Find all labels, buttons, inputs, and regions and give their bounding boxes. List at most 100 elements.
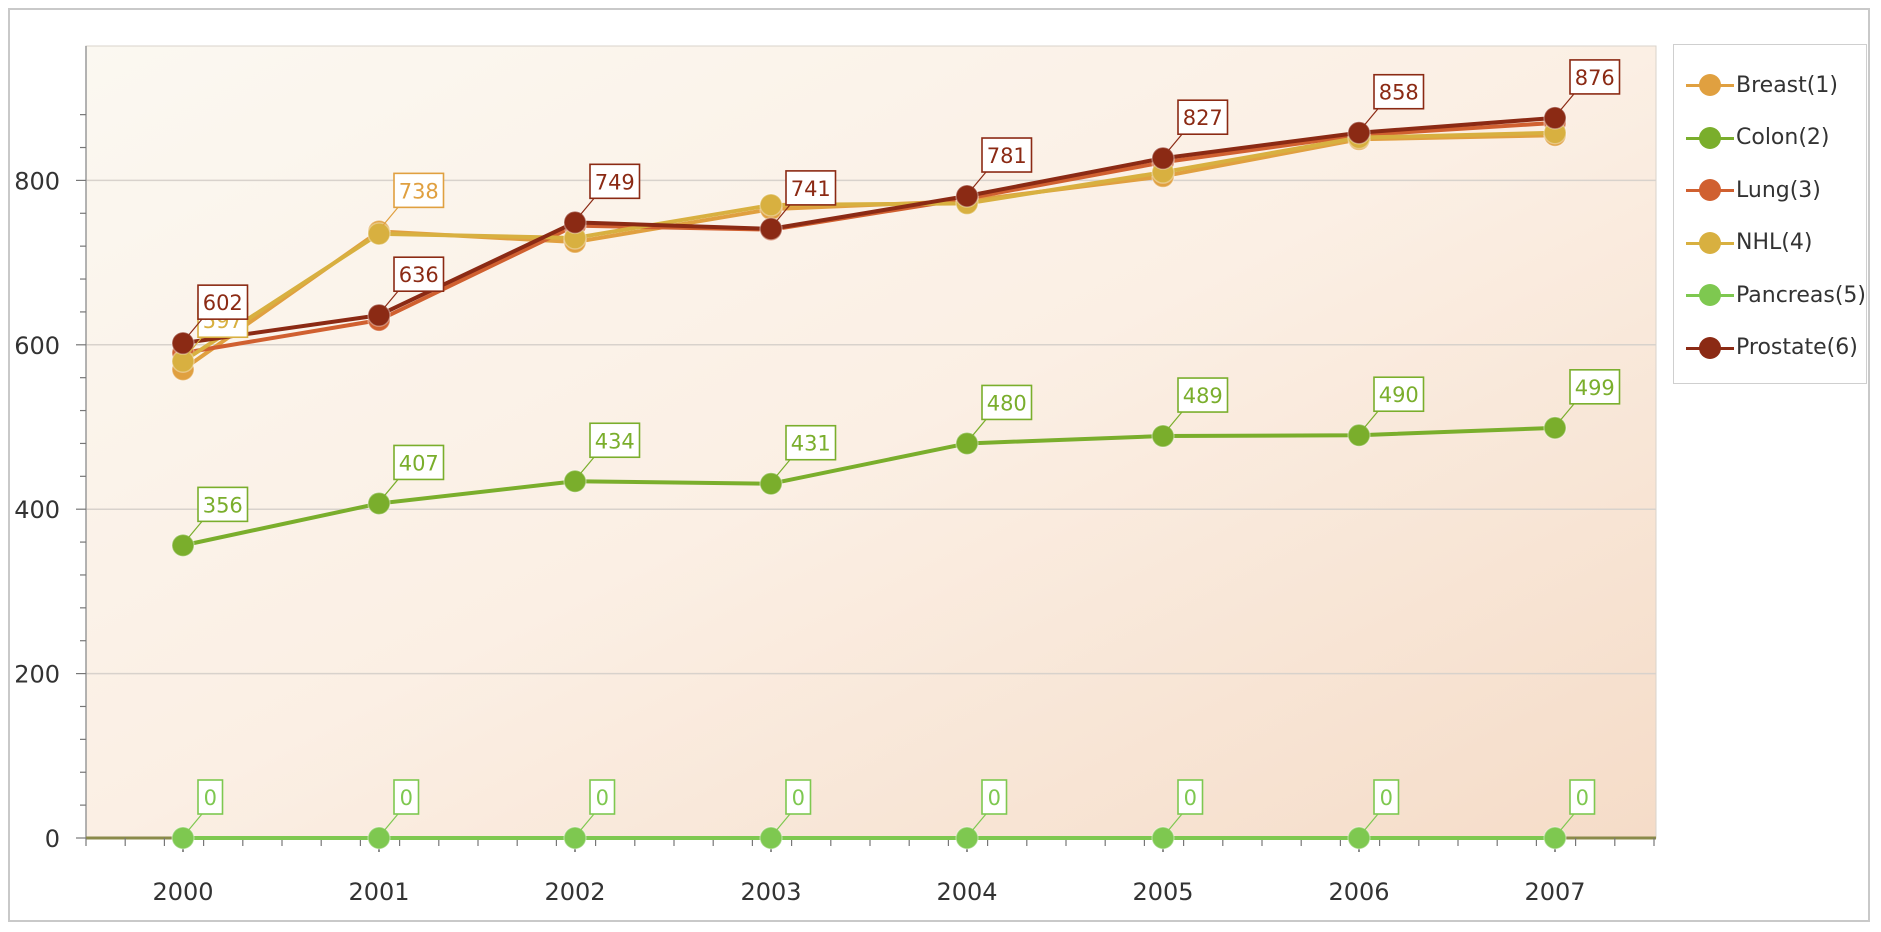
legend-label: Breast(1) bbox=[1736, 72, 1838, 98]
label-leader bbox=[382, 479, 399, 498]
label-text: 0 bbox=[1184, 786, 1197, 810]
label-box bbox=[393, 779, 420, 815]
label-text: 499 bbox=[1575, 376, 1615, 400]
data-point-prostate-6-2000[interactable] bbox=[171, 331, 195, 355]
series-lines bbox=[171, 106, 1567, 850]
x-tick-label-2003: 2003 bbox=[740, 878, 801, 906]
legend-item-colon-2[interactable]: Colon(2) bbox=[1674, 112, 1866, 165]
legend-item-pancreas-5[interactable]: Pancreas(5) bbox=[1674, 269, 1866, 322]
label-text: 781 bbox=[987, 144, 1027, 168]
data-point-pancreas-5-2003[interactable] bbox=[759, 826, 783, 850]
plot-area bbox=[85, 45, 1657, 839]
legend-item-lung-3[interactable]: Lung(3) bbox=[1674, 164, 1866, 217]
data-point-prostate-6-2004[interactable] bbox=[955, 184, 979, 208]
label-text: 602 bbox=[203, 291, 243, 315]
data-point-prostate-6-2003[interactable] bbox=[759, 217, 783, 241]
legend-label: NHL(4) bbox=[1736, 230, 1813, 256]
data-label-colon-2-2002: 434 bbox=[578, 422, 641, 476]
data-label-pancreas-5-2000: 0 bbox=[186, 779, 224, 833]
data-point-colon-2-2006[interactable] bbox=[1347, 423, 1371, 447]
data-point-colon-2-2007[interactable] bbox=[1543, 416, 1567, 440]
label-box bbox=[1373, 376, 1425, 413]
label-leader bbox=[970, 419, 987, 438]
x-tick-label-2007: 2007 bbox=[1524, 878, 1585, 906]
legend-marker-icon bbox=[1686, 231, 1734, 255]
data-label-colon-2-2001: 407 bbox=[382, 444, 445, 498]
data-point-prostate-6-2002[interactable] bbox=[563, 210, 587, 235]
label-box bbox=[1177, 779, 1204, 815]
data-point-pancreas-5-2007[interactable] bbox=[1543, 826, 1567, 850]
label-text: 489 bbox=[1183, 384, 1223, 408]
label-text: 0 bbox=[792, 786, 805, 810]
data-label-breast-1-2001: 738 bbox=[382, 172, 445, 226]
label-text: 407 bbox=[399, 451, 439, 475]
label-box bbox=[589, 422, 641, 459]
label-box bbox=[1177, 99, 1229, 136]
data-label-pancreas-5-2007: 0 bbox=[1558, 779, 1596, 833]
data-point-colon-2-2004[interactable] bbox=[955, 431, 979, 456]
legend-marker-icon bbox=[1686, 283, 1734, 307]
label-box bbox=[589, 779, 616, 815]
legend-item-breast-1[interactable]: Breast(1) bbox=[1674, 59, 1866, 112]
label-leader bbox=[186, 813, 203, 833]
label-text: 0 bbox=[988, 786, 1001, 810]
label-text: 738 bbox=[399, 179, 439, 203]
label-box bbox=[197, 486, 249, 523]
data-point-prostate-6-2007[interactable] bbox=[1543, 106, 1567, 130]
label-text: 876 bbox=[1575, 66, 1615, 90]
label-box bbox=[393, 172, 445, 209]
data-point-prostate-6-2001[interactable] bbox=[367, 303, 391, 327]
data-label-prostate-6-2007: 876 bbox=[1558, 59, 1621, 113]
label-box bbox=[785, 424, 837, 461]
label-box bbox=[1569, 59, 1621, 95]
label-box bbox=[1373, 73, 1425, 110]
data-point-nhl-4-2003[interactable] bbox=[759, 193, 783, 217]
label-text: 0 bbox=[1380, 786, 1393, 810]
data-label-colon-2-2006: 490 bbox=[1362, 376, 1425, 430]
label-leader bbox=[382, 206, 399, 226]
label-box bbox=[1569, 779, 1596, 815]
data-label-prostate-6-2004: 781 bbox=[970, 137, 1033, 191]
series-line-colon-2 bbox=[182, 425, 1556, 548]
legend-label: Pancreas(5) bbox=[1736, 282, 1867, 308]
data-label-colon-2-2007: 499 bbox=[1558, 369, 1621, 423]
x-tick-label-2004: 2004 bbox=[936, 878, 997, 906]
label-box bbox=[1569, 369, 1621, 405]
legend-item-prostate-6[interactable]: Prostate(6) bbox=[1674, 322, 1866, 375]
data-label-pancreas-5-2006: 0 bbox=[1362, 779, 1400, 833]
data-point-nhl-4-2001[interactable] bbox=[367, 222, 391, 246]
x-tick-label-2005: 2005 bbox=[1132, 878, 1193, 906]
data-point-colon-2-2002[interactable] bbox=[563, 469, 587, 494]
label-box bbox=[785, 170, 837, 206]
data-label-prostate-6-2003: 741 bbox=[774, 170, 837, 224]
data-point-colon-2-2003[interactable] bbox=[759, 471, 783, 496]
data-point-pancreas-5-2002[interactable] bbox=[563, 826, 587, 850]
label-box bbox=[981, 384, 1033, 421]
data-point-pancreas-5-2005[interactable] bbox=[1151, 826, 1175, 850]
y-tick-label-600: 600 bbox=[14, 332, 60, 360]
label-leader bbox=[774, 459, 791, 479]
label-leader bbox=[774, 813, 791, 833]
data-point-colon-2-2001[interactable] bbox=[367, 491, 391, 516]
data-point-pancreas-5-2006[interactable] bbox=[1347, 826, 1371, 850]
data-label-pancreas-5-2005: 0 bbox=[1166, 779, 1204, 833]
label-leader bbox=[1558, 813, 1575, 833]
data-label-prostate-6-2002: 749 bbox=[578, 163, 641, 217]
data-point-pancreas-5-2004[interactable] bbox=[955, 826, 979, 850]
label-leader bbox=[1166, 813, 1183, 833]
y-tick-label-0: 0 bbox=[45, 825, 60, 853]
x-tick-label-2002: 2002 bbox=[544, 878, 605, 906]
label-leader bbox=[1166, 133, 1183, 153]
data-point-pancreas-5-2000[interactable] bbox=[171, 826, 195, 850]
x-tick-label-2006: 2006 bbox=[1328, 878, 1389, 906]
data-label-prostate-6-2006: 858 bbox=[1362, 73, 1425, 128]
data-point-colon-2-2000[interactable] bbox=[171, 533, 195, 558]
data-point-colon-2-2005[interactable] bbox=[1151, 424, 1175, 448]
data-point-pancreas-5-2001[interactable] bbox=[367, 826, 391, 850]
data-point-prostate-6-2006[interactable] bbox=[1347, 120, 1371, 145]
x-tick-label-2000: 2000 bbox=[152, 878, 213, 906]
data-point-prostate-6-2005[interactable] bbox=[1151, 146, 1175, 170]
legend-item-nhl-4[interactable]: NHL(4) bbox=[1674, 217, 1866, 270]
series-colon-2 bbox=[171, 416, 1567, 558]
label-leader bbox=[1362, 410, 1379, 430]
